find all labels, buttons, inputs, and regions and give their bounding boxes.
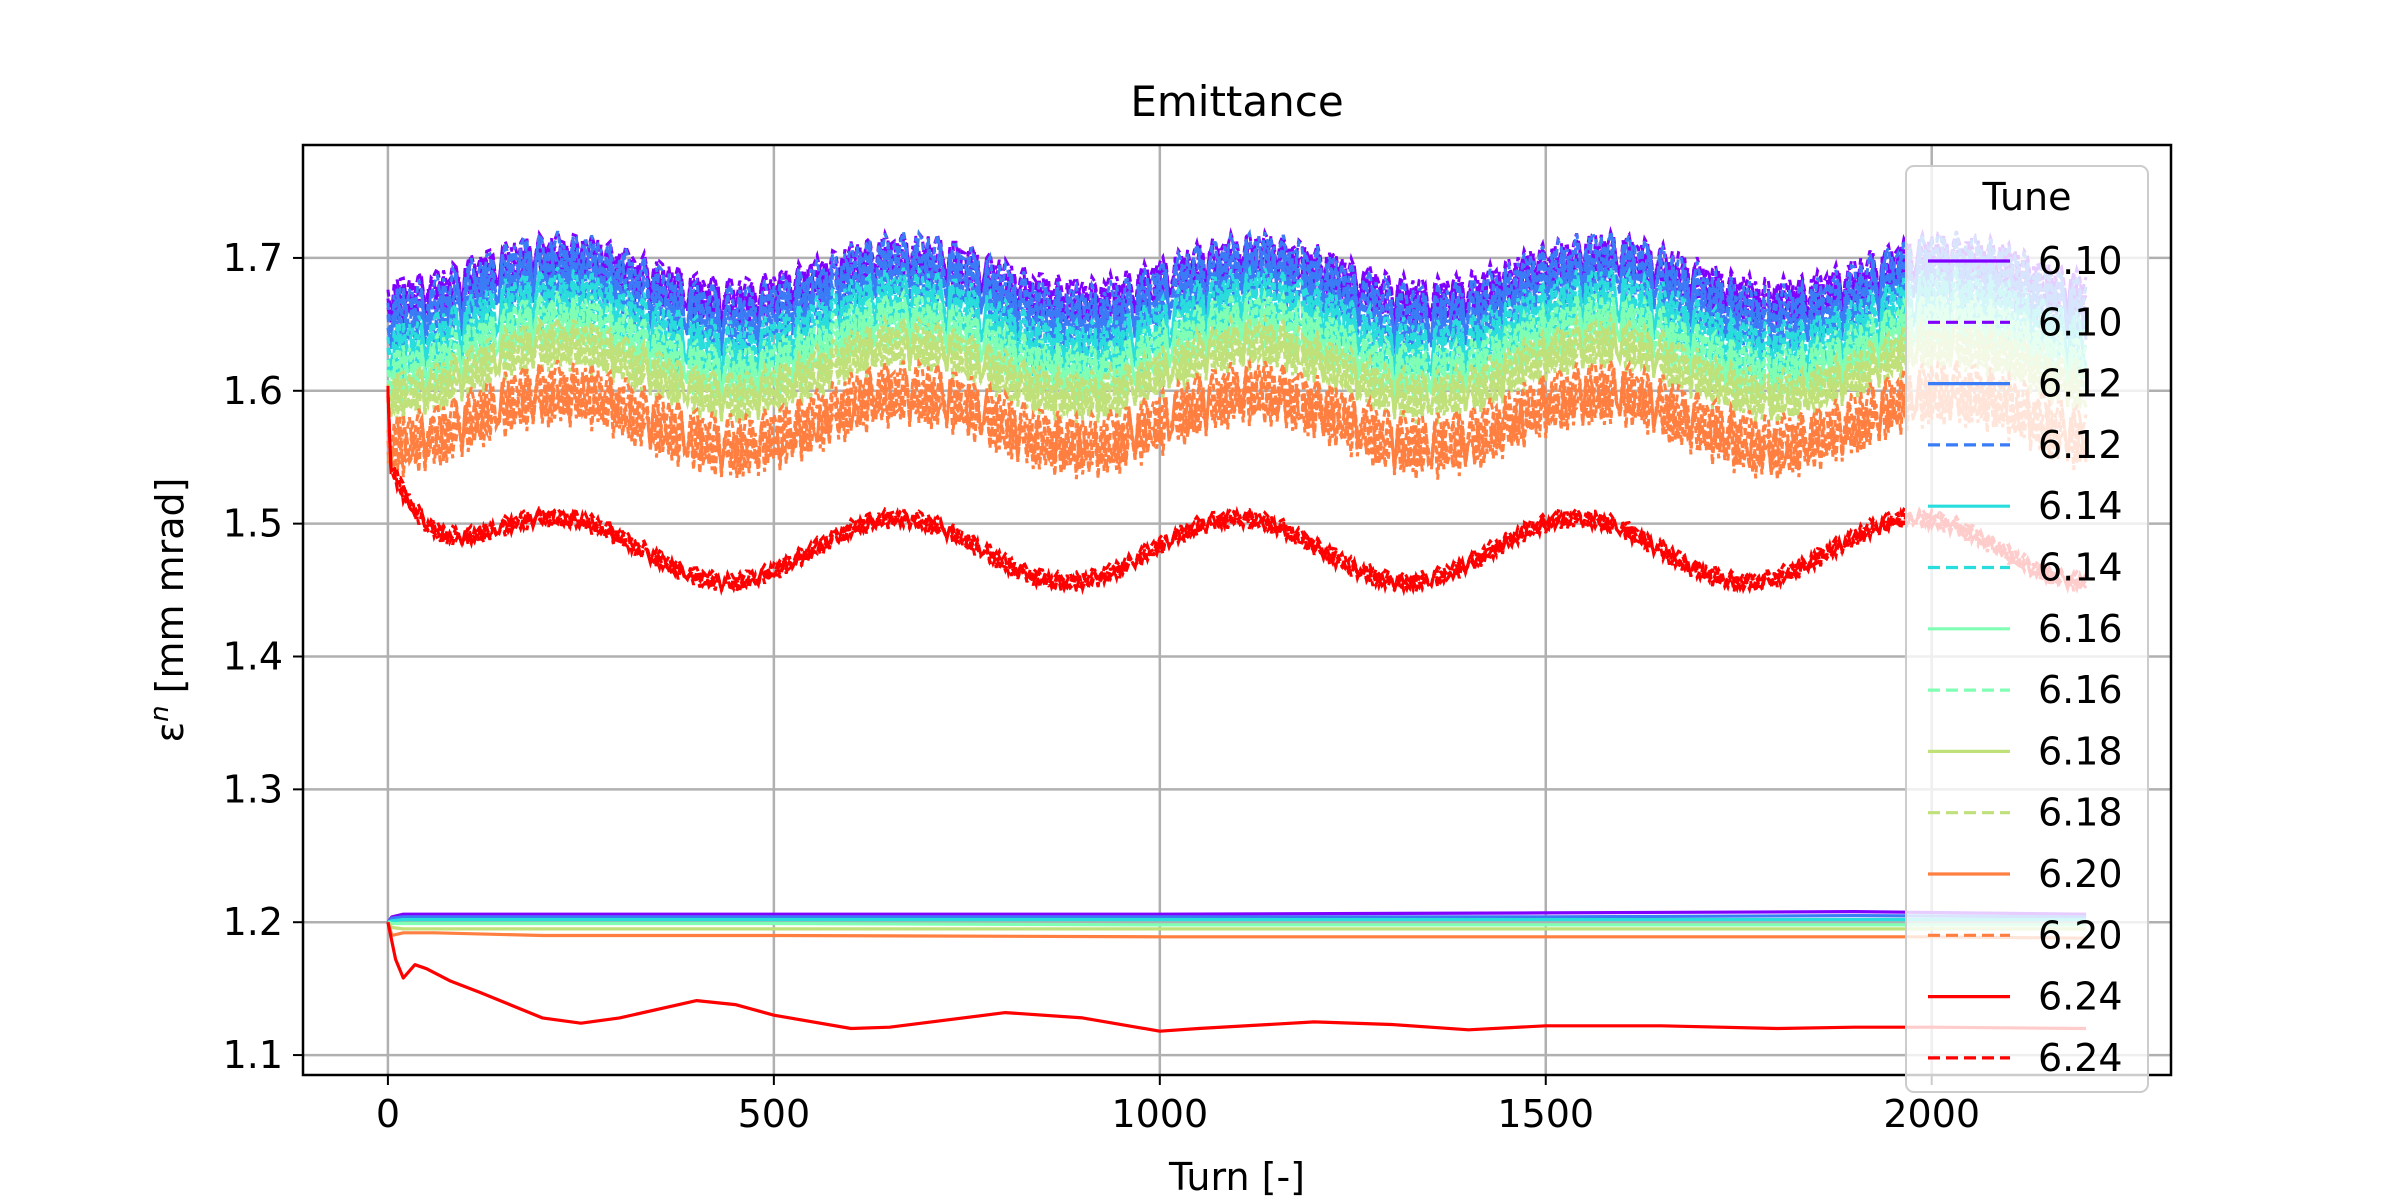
legend-box <box>1905 165 2149 1093</box>
y-axis-unit: [mm mrad] <box>148 478 192 706</box>
legend-label: 6.10 <box>2038 300 2123 344</box>
series-solid-6.16 <box>387 920 2087 927</box>
x-axis-label: Turn [-] <box>1168 1155 1305 1199</box>
legend: Tune 6.10 6.10 6.12 6.12 6.14 6.14 6.16 6.16 6.1… <box>1905 165 2149 1093</box>
series-solid-6.24 <box>386 921 2087 1033</box>
y-axis-label: εn [mm mrad] <box>145 478 192 743</box>
x-tick-label: 2000 <box>1883 1092 1980 1136</box>
y-tick-label: 1.3 <box>223 767 283 811</box>
legend-label: 6.12 <box>2038 423 2123 467</box>
x-tick-label: 1000 <box>1111 1092 1208 1136</box>
y-axis-symbol: ε <box>148 722 192 743</box>
y-tick-label: 1.7 <box>223 236 283 280</box>
y-tick-label: 1.1 <box>223 1033 283 1077</box>
series-dashed-6.24 <box>386 385 2088 591</box>
series-solid-6.14 <box>387 918 2087 924</box>
series-dashed-6.18 <box>386 311 2088 419</box>
series-dashed-6.16 <box>386 295 2088 397</box>
series-dashed-6.20 <box>386 364 2088 471</box>
legend-title: Tune <box>1982 175 2072 219</box>
y-tick-label: 1.4 <box>223 635 283 679</box>
series-dashed-6.16 <box>386 299 2088 401</box>
legend-label: 6.12 <box>2038 362 2123 406</box>
series-dashed-6.20 <box>386 357 2088 471</box>
y-tick-label: 1.5 <box>223 502 283 546</box>
legend-label: 6.18 <box>2038 791 2123 835</box>
chart-title: Emittance <box>1130 77 1343 126</box>
axis-ticks: 0 500 1000 1500 2000 1.1 1.2 1.3 1.4 1.5 1.6 1.7 <box>223 236 1981 1136</box>
legend-label: 6.20 <box>2038 852 2123 896</box>
legend-label: 6.16 <box>2038 668 2123 712</box>
legend-label: 6.18 <box>2038 729 2123 773</box>
series-solid-6.10 <box>386 910 2087 924</box>
x-tick-label: 0 <box>376 1092 400 1136</box>
series-dashed-6.18 <box>386 324 2088 421</box>
series-layer <box>386 225 2088 1033</box>
legend-label: 6.24 <box>2038 1036 2123 1080</box>
legend-label: 6.14 <box>2038 484 2123 528</box>
series-solid-6.18 <box>386 921 2087 931</box>
legend-label: 6.16 <box>2038 607 2123 651</box>
series-solid-6.12 <box>386 914 2087 924</box>
legend-label: 6.24 <box>2038 975 2123 1019</box>
plot-area-frame <box>301 143 2173 1077</box>
legend-label: 6.14 <box>2038 546 2123 590</box>
series-dashed-6.14 <box>386 271 2088 378</box>
x-tick-label: 500 <box>738 1092 811 1136</box>
series-dashed-6.18 <box>386 319 2088 419</box>
series-solid-6.20 <box>386 921 2087 940</box>
legend-label: 6.20 <box>2038 913 2123 957</box>
x-tick-label: 1500 <box>1497 1092 1594 1136</box>
legend-label: 6.10 <box>2038 239 2123 283</box>
y-tick-label: 1.6 <box>223 369 283 413</box>
y-tick-label: 1.2 <box>223 900 283 944</box>
y-axis-superscript: n <box>145 705 175 721</box>
